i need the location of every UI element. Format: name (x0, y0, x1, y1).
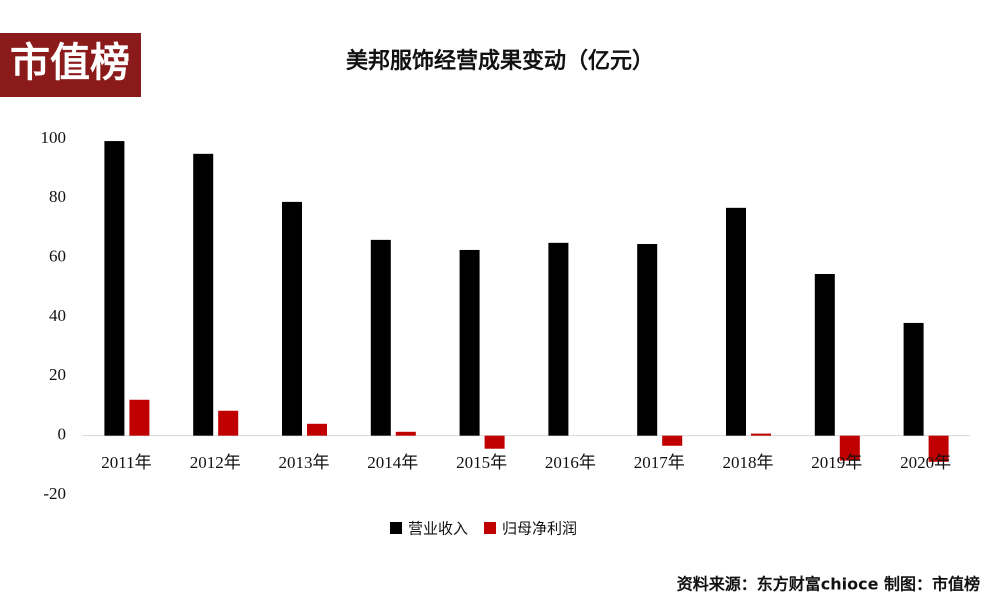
bar (928, 435, 949, 462)
chart-title: 美邦服饰经营成果变动（亿元） (346, 48, 654, 74)
y-tick-label: 60 (49, 247, 66, 266)
x-tick-label: 2017年 (634, 453, 685, 472)
bar (839, 435, 860, 461)
bar (637, 244, 658, 436)
x-tick-label: 2018年 (723, 453, 774, 472)
bar (751, 433, 771, 436)
legend-swatch (390, 522, 402, 534)
logo-box (0, 33, 141, 97)
bar (218, 410, 239, 436)
x-tick-label: 2015年 (456, 453, 507, 472)
legend-swatch (484, 522, 497, 534)
x-tick-label: 2014年 (367, 453, 418, 472)
y-tick-label: 100 (41, 128, 67, 147)
y-tick-label: 80 (49, 187, 66, 206)
source-note: 资料来源：东方财富chioce 制图：市值榜 (677, 575, 980, 594)
bar (395, 431, 416, 436)
legend-label: 归母净利润 (502, 520, 577, 538)
bar (484, 435, 505, 449)
x-tick-label: 2019年 (811, 453, 862, 472)
bar (459, 249, 480, 436)
bar (814, 273, 835, 436)
y-tick-label: 0 (58, 425, 67, 444)
bar (370, 239, 391, 436)
x-tick-label: 2011年 (101, 453, 151, 472)
y-tick-label: -20 (43, 484, 66, 503)
y-tick-label: 40 (49, 306, 66, 325)
x-tick-label: 2013年 (279, 453, 330, 472)
bar (903, 322, 924, 436)
y-tick-label: 20 (49, 365, 66, 384)
bar (307, 423, 327, 436)
x-tick-label: 2012年 (190, 453, 241, 472)
x-tick-label: 2020年 (900, 453, 951, 472)
bar (726, 207, 746, 436)
bar (104, 141, 125, 436)
x-tick-label: 2016年 (545, 453, 596, 472)
logo: 市值榜 (10, 39, 130, 86)
legend-label: 营业收入 (408, 520, 468, 538)
bar (193, 153, 214, 436)
bar (282, 201, 302, 436)
bar (662, 435, 683, 446)
bar (129, 399, 150, 436)
bar (548, 242, 569, 436)
